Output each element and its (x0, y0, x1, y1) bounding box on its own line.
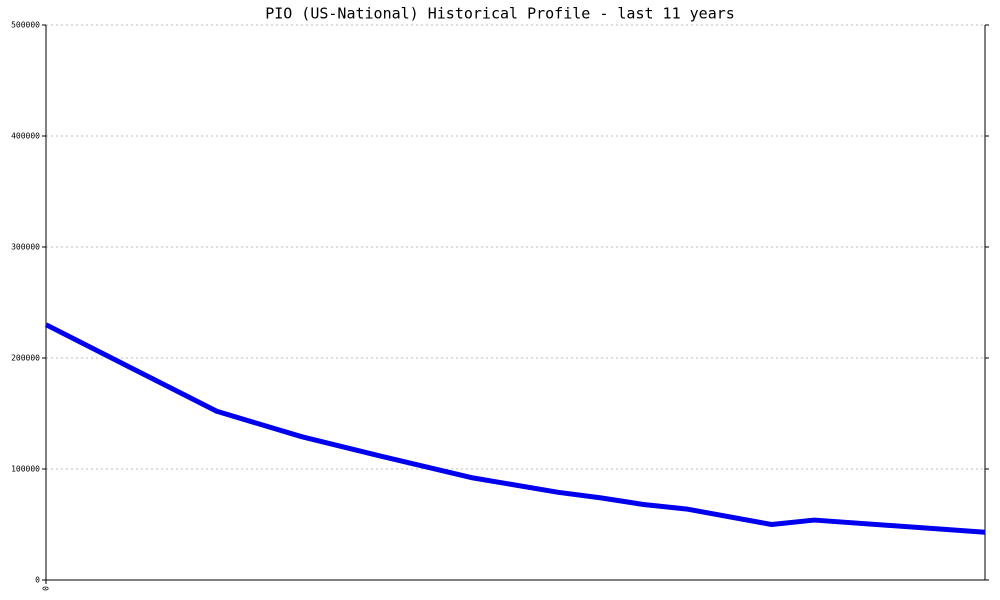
chart-title: PIO (US-National) Historical Profile - l… (265, 5, 735, 23)
y-tick-label: 200000 (11, 354, 40, 363)
y-tick-label: 400000 (11, 132, 40, 141)
y-tick-label: 500000 (11, 21, 40, 30)
y-tick-label: 0 (35, 576, 40, 585)
x-tick-label: 0 (42, 586, 51, 591)
y-tick-label: 100000 (11, 465, 40, 474)
data-line (44, 322, 986, 535)
y-tick-label: 300000 (11, 243, 40, 252)
